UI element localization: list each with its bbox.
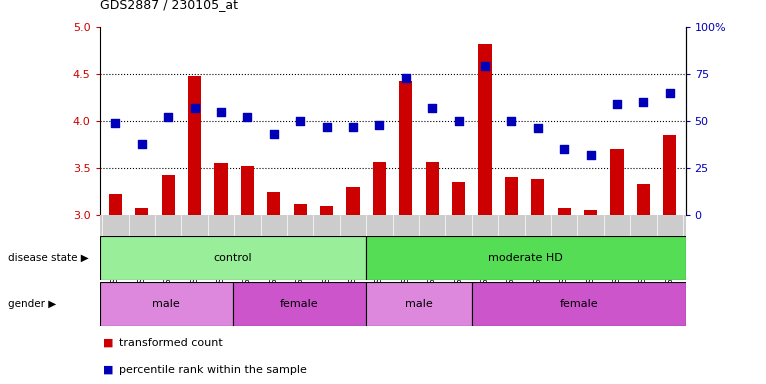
Point <box>663 90 676 96</box>
Point <box>241 114 254 120</box>
Bar <box>136 207 149 215</box>
Point <box>506 118 518 124</box>
Bar <box>611 149 624 215</box>
Bar <box>399 81 412 215</box>
Text: ■: ■ <box>103 338 117 348</box>
Bar <box>452 182 465 215</box>
Text: male: male <box>152 299 180 310</box>
Point <box>637 99 650 105</box>
Text: disease state ▶: disease state ▶ <box>8 253 88 263</box>
Point <box>110 120 122 126</box>
Point <box>611 101 623 107</box>
Bar <box>320 206 333 215</box>
Text: transformed count: transformed count <box>119 338 222 348</box>
Point <box>294 118 306 124</box>
Bar <box>478 44 492 215</box>
Text: female: female <box>560 299 598 310</box>
Point <box>426 105 438 111</box>
Text: ■: ■ <box>103 365 117 375</box>
Bar <box>366 282 473 326</box>
Point <box>558 146 570 152</box>
Text: gender ▶: gender ▶ <box>8 299 56 310</box>
Bar <box>188 76 201 215</box>
Point <box>188 105 201 111</box>
Bar <box>100 236 366 280</box>
Text: female: female <box>280 299 319 310</box>
Bar <box>214 163 228 215</box>
Text: GDS2887 / 230105_at: GDS2887 / 230105_at <box>100 0 237 12</box>
Text: moderate HD: moderate HD <box>489 253 563 263</box>
Bar <box>373 162 386 215</box>
Text: percentile rank within the sample: percentile rank within the sample <box>119 365 306 375</box>
Point <box>215 109 228 115</box>
Point <box>400 74 412 81</box>
Bar <box>426 162 439 215</box>
Point <box>267 131 280 137</box>
Bar <box>267 192 280 215</box>
Bar <box>473 282 686 326</box>
Bar <box>241 166 254 215</box>
Bar <box>233 282 366 326</box>
Text: control: control <box>214 253 252 263</box>
Bar <box>531 179 545 215</box>
Bar <box>346 187 359 215</box>
Bar <box>637 184 650 215</box>
Bar <box>293 204 307 215</box>
Bar <box>162 175 175 215</box>
Point <box>347 124 359 130</box>
Text: male: male <box>405 299 433 310</box>
Bar <box>100 282 233 326</box>
Bar <box>584 210 597 215</box>
Point <box>373 122 385 128</box>
Point <box>532 126 544 132</box>
Bar <box>109 194 122 215</box>
Bar <box>558 207 571 215</box>
Bar <box>663 135 676 215</box>
Point <box>320 124 332 130</box>
Bar <box>505 177 518 215</box>
Point <box>584 152 597 158</box>
Point <box>136 141 148 147</box>
Point <box>453 118 465 124</box>
Bar <box>366 236 686 280</box>
Point <box>162 114 175 120</box>
Point <box>479 63 491 70</box>
